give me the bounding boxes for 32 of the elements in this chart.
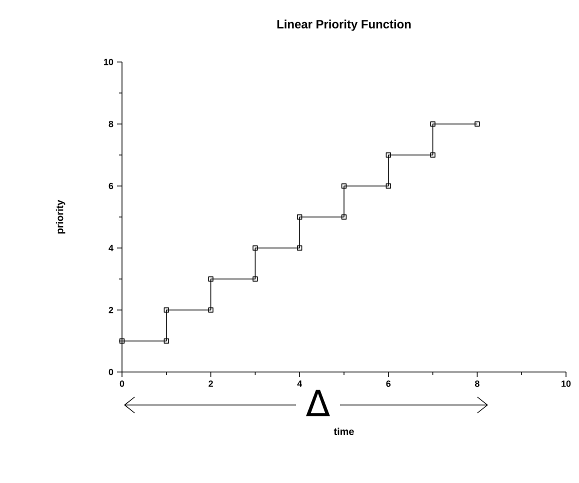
point [474, 121, 480, 127]
y-tick-label: 10 [104, 58, 114, 66]
point [119, 338, 125, 344]
point [208, 307, 214, 313]
x-tick-label: 2 [208, 380, 213, 387]
point [386, 152, 391, 158]
text: Δ [306, 390, 330, 416]
x-tick-label: 0 [120, 380, 124, 387]
point [297, 214, 302, 220]
point [386, 183, 391, 189]
point [297, 245, 302, 251]
y-tick-label: 6 [108, 182, 114, 190]
x-tick-label: 8 [474, 380, 480, 387]
chart-title: Linear Priority Function [277, 20, 411, 31]
x-axis-title: time [334, 428, 354, 436]
point [341, 183, 347, 189]
x-tick-label: 6 [386, 380, 391, 387]
point [164, 307, 169, 313]
x-tick-label: 10 [562, 380, 571, 387]
x-tick-label: 4 [297, 380, 302, 387]
point [430, 121, 436, 127]
y-axis-title: priority [56, 200, 66, 234]
point [164, 338, 169, 344]
point [430, 152, 436, 158]
y-tick-label: 8 [108, 120, 114, 128]
y-tick-label: 4 [108, 244, 114, 252]
y-tick-label: 2 [108, 306, 114, 314]
point [208, 276, 214, 282]
point [252, 276, 258, 282]
point [252, 245, 258, 251]
y-tick-label: 0 [108, 368, 114, 376]
point [341, 214, 347, 220]
